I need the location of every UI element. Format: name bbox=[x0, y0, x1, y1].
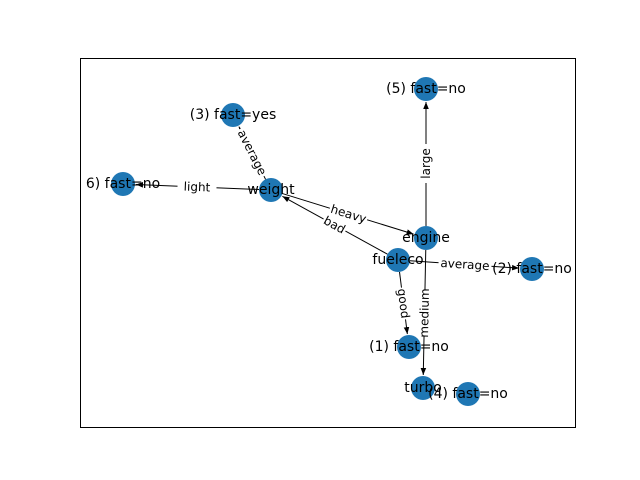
node-n6 bbox=[111, 172, 135, 196]
edge-label-background bbox=[319, 211, 350, 239]
edge-label: good bbox=[395, 288, 413, 319]
node-label-n4: (4) fast=no bbox=[428, 386, 508, 402]
edge-label-background bbox=[438, 254, 492, 275]
node-n2 bbox=[520, 257, 544, 281]
edge-label-group: light bbox=[177, 178, 217, 196]
node-label-n1: (1) fast=no bbox=[369, 339, 449, 355]
edge-label-group: average bbox=[232, 125, 272, 180]
edge-label: medium bbox=[417, 288, 432, 338]
nodes-layer bbox=[111, 77, 544, 406]
node-n4 bbox=[456, 382, 480, 406]
edge-label-background bbox=[177, 178, 217, 196]
edge-label-group: medium bbox=[416, 288, 433, 338]
node-label-n3: (3) fast=yes bbox=[190, 107, 277, 123]
edge-label: average bbox=[440, 256, 490, 273]
node-label-fueleco: fueleco bbox=[372, 252, 423, 268]
edges-layer bbox=[135, 102, 520, 376]
node-label-engine: engine bbox=[402, 230, 450, 246]
node-weight bbox=[259, 178, 283, 202]
edge-label-background bbox=[393, 286, 414, 321]
edge-label-background bbox=[416, 289, 433, 337]
node-label-n6: 6) fast=no bbox=[86, 176, 160, 192]
node-turbo bbox=[411, 376, 435, 400]
node-fueleco bbox=[386, 248, 410, 272]
node-n1 bbox=[397, 335, 421, 359]
edge-label-group: average bbox=[438, 254, 492, 275]
edge-label-background bbox=[327, 200, 370, 228]
node-engine bbox=[414, 226, 438, 250]
edge-label-background bbox=[232, 125, 272, 180]
node-label-turbo: turbo bbox=[404, 380, 442, 396]
node-label-weight: weight bbox=[247, 182, 295, 198]
node-n5 bbox=[414, 77, 438, 101]
node-n3 bbox=[221, 103, 245, 127]
edge-label-background bbox=[418, 144, 434, 183]
edge-label: light bbox=[183, 179, 210, 194]
node-labels-layer: weight engine fueleco turbo (3) fast=yes (5) … bbox=[86, 81, 572, 402]
plot-frame bbox=[80, 58, 576, 428]
node-label-n2: (2) fast=no bbox=[492, 261, 572, 277]
edge-label: large bbox=[419, 148, 433, 178]
node-label-n5: (5) fast=no bbox=[386, 81, 466, 97]
edge-label-group: large bbox=[418, 144, 434, 183]
edge-label-group: good bbox=[393, 286, 414, 321]
